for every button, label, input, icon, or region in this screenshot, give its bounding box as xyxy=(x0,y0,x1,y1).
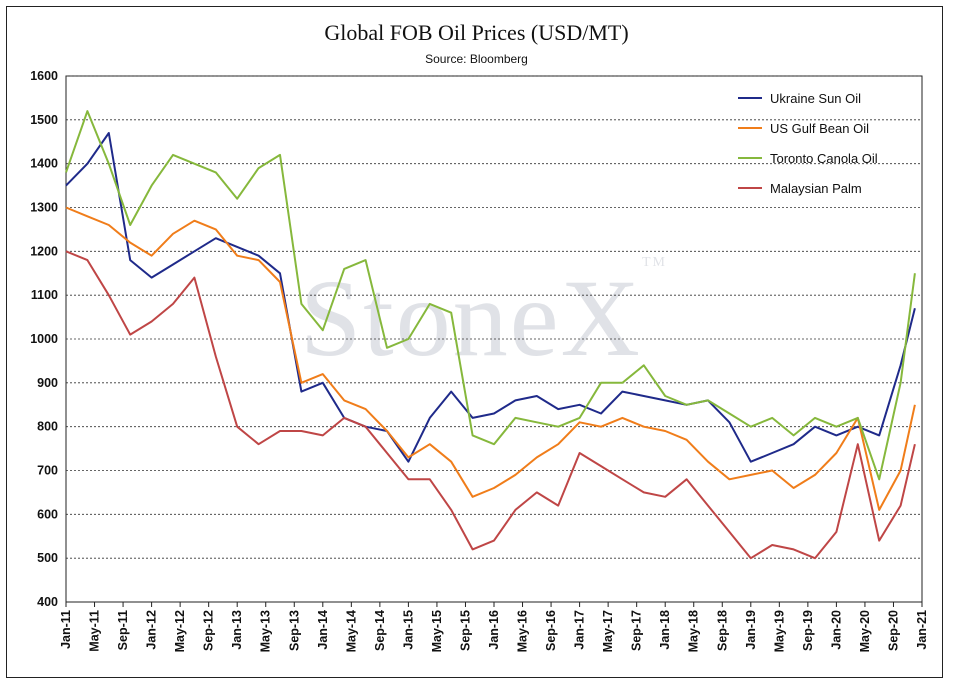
y-tick-label: 1200 xyxy=(30,244,58,258)
y-tick-label: 500 xyxy=(37,551,58,565)
chart-subtitle: Source: Bloomberg xyxy=(425,52,528,66)
x-tick-label: Sep-16 xyxy=(544,610,558,651)
x-tick-label: May-20 xyxy=(858,610,872,652)
y-tick-label: 1100 xyxy=(31,288,58,302)
series-line-malaysian-palm xyxy=(65,250,916,560)
x-tick-label: May-15 xyxy=(430,610,444,652)
x-tick-label: May-17 xyxy=(601,610,615,652)
legend-label: Malaysian Palm xyxy=(770,181,862,196)
y-tick-label: 900 xyxy=(37,376,58,390)
x-tick-label: May-19 xyxy=(772,610,786,652)
y-tick-label: 1600 xyxy=(30,69,58,83)
x-axis: Jan-11 May-11 Sep-11 Jan-12 May-12 Sep-12 Jan-… xyxy=(59,602,929,652)
x-tick-label: May-18 xyxy=(687,610,701,652)
x-tick-label: Sep-20 xyxy=(886,610,900,651)
x-tick-label: Jan-21 xyxy=(915,610,929,650)
x-tick-label: Sep-19 xyxy=(801,610,815,651)
y-tick-label: 600 xyxy=(37,507,58,521)
legend: Ukraine Sun Oil US Gulf Bean Oil Toronto C… xyxy=(738,91,878,196)
chart-frame xyxy=(6,6,943,678)
x-tick-label: May-11 xyxy=(88,610,102,652)
y-tick-label: 1500 xyxy=(30,113,58,127)
x-tick-label: Sep-17 xyxy=(630,610,644,651)
x-tick-label: Sep-13 xyxy=(287,610,301,651)
x-tick-label: Sep-14 xyxy=(373,610,387,651)
y-axis: 400 500 600 700 800 900 1000 1100 1200 1300 1400 15… xyxy=(30,69,58,609)
y-tick-label: 1300 xyxy=(30,201,58,215)
x-tick-label: Jan-16 xyxy=(487,610,501,650)
x-tick-label: Jan-20 xyxy=(829,610,843,650)
y-tick-label: 1000 xyxy=(30,332,58,346)
legend-label: Ukraine Sun Oil xyxy=(770,91,861,106)
watermark-text: StoneX xyxy=(300,257,642,379)
series-lines xyxy=(65,110,916,560)
watermark-logo: StoneXTM xyxy=(300,255,667,382)
x-tick-label: Jan-17 xyxy=(573,610,587,650)
x-tick-label: May-16 xyxy=(516,610,530,652)
x-tick-label: May-12 xyxy=(173,610,187,652)
x-tick-label: Jan-12 xyxy=(145,610,159,650)
watermark-trademark: TM xyxy=(642,255,667,270)
y-tick-label: 400 xyxy=(37,595,58,609)
y-tick-label: 700 xyxy=(37,464,58,478)
x-tick-label: Jan-11 xyxy=(59,610,73,649)
x-tick-label: Jan-19 xyxy=(744,610,758,650)
series-line-ukraine-sun-oil xyxy=(65,132,916,463)
x-tick-label: Jan-15 xyxy=(401,610,415,650)
series-line-us-gulf-bean-oil xyxy=(65,206,916,511)
x-tick-label: May-14 xyxy=(344,610,358,652)
x-tick-label: Sep-15 xyxy=(458,610,472,651)
series-line-toronto-canola-oil xyxy=(65,110,916,481)
x-tick-label: Jan-13 xyxy=(230,610,244,650)
y-tick-label: 1400 xyxy=(30,157,58,171)
y-tick-label: 800 xyxy=(37,420,58,434)
x-tick-label: Sep-12 xyxy=(202,610,216,651)
x-tick-label: Sep-11 xyxy=(116,610,130,650)
legend-label: Toronto Canola Oil xyxy=(770,151,878,166)
x-tick-label: Sep-18 xyxy=(715,610,729,651)
chart-title: Global FOB Oil Prices (USD/MT) xyxy=(324,20,629,45)
x-tick-label: May-13 xyxy=(259,610,273,652)
legend-label: US Gulf Bean Oil xyxy=(770,121,869,136)
x-tick-label: Jan-18 xyxy=(658,610,672,650)
x-tick-label: Jan-14 xyxy=(316,610,330,650)
